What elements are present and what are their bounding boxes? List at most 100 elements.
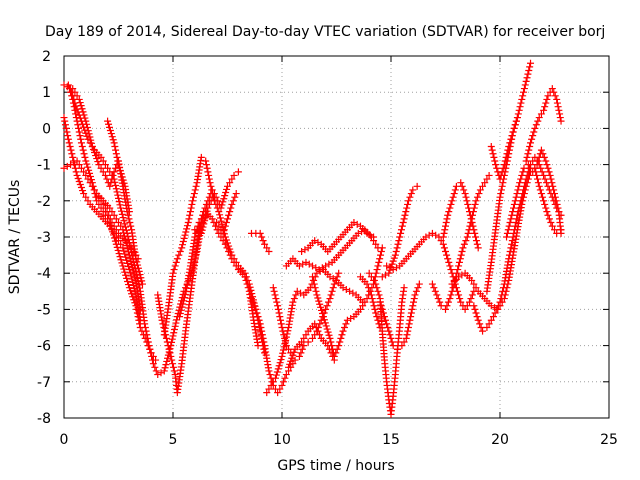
y-tick-label: 0 [42, 121, 51, 137]
data-point [115, 161, 122, 169]
data-point [76, 132, 84, 140]
data-point [167, 352, 175, 360]
data-point [217, 204, 225, 212]
data-point [326, 295, 334, 303]
data-point [509, 128, 517, 136]
data-point [80, 111, 88, 119]
y-tick-label: -4 [37, 266, 51, 282]
data-point [188, 200, 196, 208]
data-point [165, 345, 173, 353]
data-point [507, 135, 515, 143]
data-point [228, 175, 236, 183]
data-point [88, 182, 96, 190]
data-point [528, 135, 536, 143]
data-point [149, 360, 157, 368]
data-point [71, 88, 79, 96]
data-point [513, 190, 521, 198]
data-point [186, 211, 194, 219]
data-point [387, 334, 395, 342]
data-point [101, 204, 109, 212]
data-point [99, 168, 107, 176]
data-point [494, 302, 502, 310]
data-point [518, 171, 526, 179]
data-point [73, 117, 81, 125]
data-point [389, 342, 397, 350]
x-tick-label: 15 [382, 432, 400, 448]
data-point [80, 190, 88, 198]
data-point [279, 327, 287, 335]
data-point [180, 297, 188, 305]
data-point [461, 190, 469, 198]
data-point [384, 324, 392, 331]
data-point [117, 240, 125, 248]
data-point [378, 244, 386, 252]
data-point [212, 193, 220, 201]
data-point [77, 164, 85, 172]
data-point [221, 240, 229, 248]
data-point [446, 262, 454, 270]
data-point [553, 200, 561, 208]
data-point [502, 153, 510, 161]
data-point [525, 146, 533, 154]
data-point [219, 229, 227, 237]
data-point [123, 256, 131, 264]
data-point [136, 271, 144, 279]
data-point [319, 313, 327, 321]
data-point [88, 143, 96, 150]
data-point [485, 171, 493, 179]
data-point [181, 290, 189, 298]
data-point [322, 305, 330, 313]
data-point [449, 284, 457, 292]
data-point [470, 302, 478, 310]
data-point [458, 182, 466, 190]
data-point [242, 276, 250, 284]
data-point [548, 222, 556, 230]
data-point [414, 284, 422, 292]
data-point [275, 309, 283, 317]
data-point [556, 110, 564, 118]
data-point [79, 146, 87, 154]
data-point [219, 198, 227, 206]
data-point [485, 320, 493, 328]
data-point [62, 124, 70, 132]
data-point [472, 284, 480, 292]
data-point [506, 139, 514, 147]
data-point [101, 171, 109, 179]
data-point [163, 357, 171, 365]
data-point [64, 135, 72, 143]
data-point [115, 219, 122, 227]
data-point [483, 324, 491, 331]
data-point [198, 226, 206, 234]
data-point [278, 324, 286, 331]
data-point [66, 143, 74, 150]
data-point [550, 186, 558, 194]
data-point [444, 211, 452, 219]
data-point [69, 95, 77, 103]
data-point [554, 204, 562, 212]
data-point [83, 120, 91, 128]
data-point [79, 108, 87, 116]
data-point [335, 342, 343, 350]
data-point [265, 367, 273, 375]
data-point [534, 179, 542, 187]
data-point [70, 157, 78, 165]
data-point [310, 280, 318, 288]
data-point [323, 302, 331, 310]
data-point [372, 280, 380, 288]
data-point [169, 269, 177, 277]
data-point [99, 200, 107, 208]
series-track-27 [439, 179, 482, 252]
data-point [508, 211, 516, 219]
data-point [222, 236, 230, 244]
data-point [226, 251, 234, 259]
data-point [120, 247, 128, 255]
data-point [259, 334, 267, 342]
data-point [274, 305, 282, 313]
data-point [229, 197, 237, 205]
data-point [499, 284, 507, 292]
data-point [201, 214, 209, 222]
data-point [279, 349, 287, 357]
data-point [152, 367, 160, 375]
data-point [463, 197, 471, 205]
data-point [120, 179, 128, 187]
